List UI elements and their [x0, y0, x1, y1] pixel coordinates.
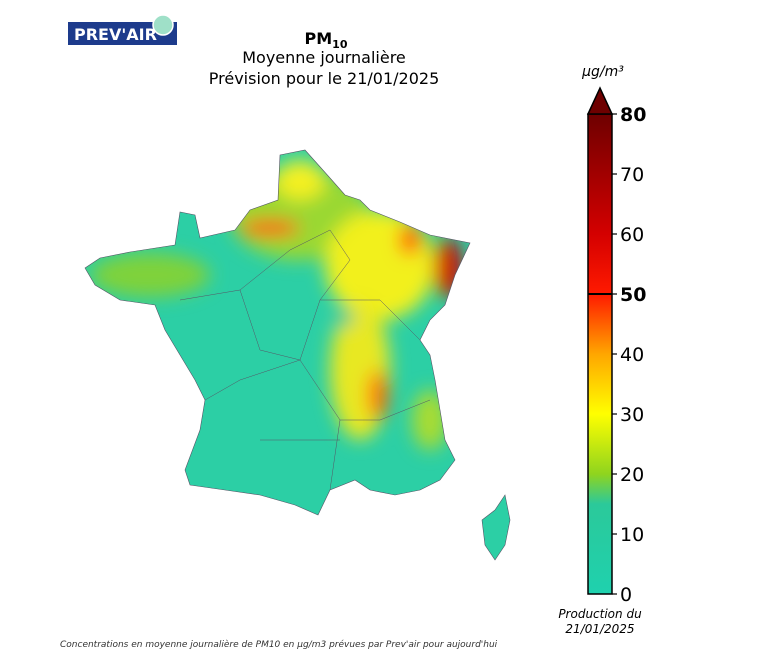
- subtitle: Moyenne journalière: [242, 48, 406, 67]
- colorbar-extension: [586, 86, 614, 115]
- tick-label: 10: [620, 524, 644, 546]
- tick-label: 0: [620, 584, 632, 606]
- colorbar-unit: µg/m³: [581, 64, 624, 80]
- corsica: [481, 494, 511, 561]
- logo: PREV'AIR: [68, 14, 177, 45]
- production-date: 21/01/2025: [565, 622, 634, 636]
- title-subscript: 10: [332, 38, 348, 51]
- tick-label: 40: [620, 344, 644, 366]
- tick-label: 20: [620, 464, 644, 486]
- forecast: Prévision pour le 21/01/2025: [209, 69, 440, 88]
- tick-label: 60: [620, 224, 644, 246]
- colorbar: 0 10 20 30 40 50 60 70 80: [586, 86, 646, 606]
- tick-label: 70: [620, 164, 644, 186]
- logo-box: [68, 22, 177, 45]
- production-label: Production du: [558, 607, 642, 621]
- title-text: PM: [305, 29, 333, 48]
- france-outline: [84, 149, 471, 516]
- title: PM10: [305, 29, 348, 51]
- tick-label: 30: [620, 404, 644, 426]
- region-borders: [179, 229, 431, 491]
- colorbar-scale: [587, 113, 613, 595]
- logo-globe: [152, 14, 174, 36]
- logo-text: PREV'AIR: [74, 25, 157, 44]
- france-map: [85, 150, 470, 515]
- tick-label: 80: [620, 104, 646, 126]
- tick-label: 50: [620, 284, 646, 306]
- footer-caption: Concentrations en moyenne journalière de…: [60, 639, 498, 650]
